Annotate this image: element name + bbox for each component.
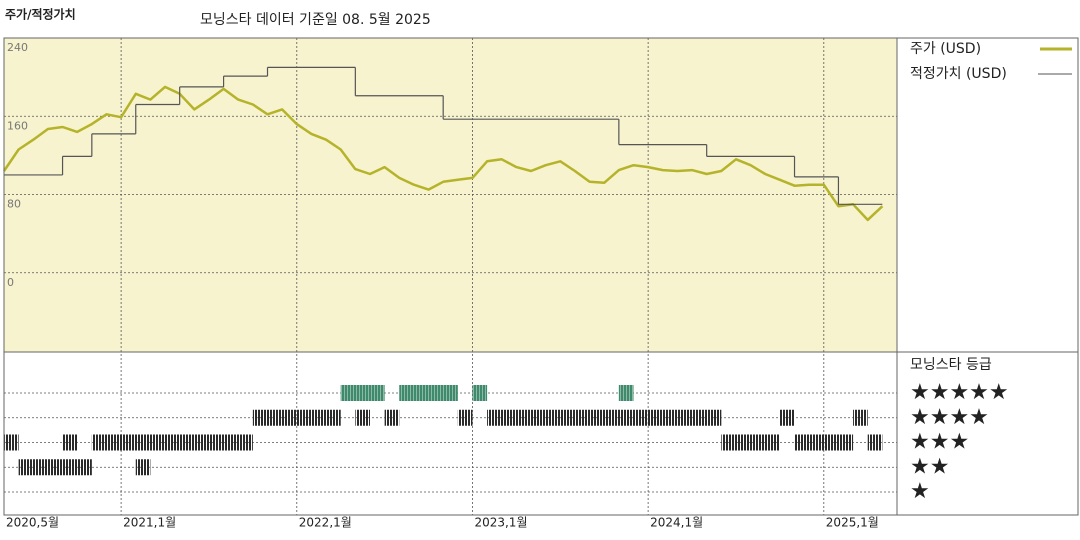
rating-bar	[867, 434, 883, 451]
rating-bar	[472, 385, 488, 401]
x-tick-label: 2024,1월	[650, 516, 703, 530]
rating-bar	[853, 409, 868, 426]
y-tick-label: 80	[7, 198, 21, 211]
rating-bar	[794, 434, 854, 451]
rating-bar	[384, 409, 400, 426]
rating-bar	[340, 385, 385, 401]
rating-bar	[399, 385, 458, 401]
rating-label: ★★★	[910, 430, 969, 455]
rating-label: ★★★★	[910, 405, 989, 430]
legend-label: 적정가치 (USD)	[910, 66, 1007, 82]
chart-subtitle: 모닝스타 데이터 기준일 08. 5월 2025	[200, 12, 431, 28]
rating-label: ★★	[910, 454, 949, 479]
y-tick-label: 160	[7, 119, 28, 132]
legend-label: 주가 (USD)	[910, 41, 981, 57]
rating-bar	[62, 434, 78, 451]
rating-bar	[355, 409, 370, 426]
rating-title: 모닝스타 등급	[910, 357, 992, 373]
rating-bar	[252, 409, 341, 426]
y-tick-label: 240	[7, 41, 28, 54]
rating-label: ★	[910, 479, 930, 504]
rating-bar	[721, 434, 780, 451]
rating-bar	[18, 459, 92, 476]
y-tick-label: 0	[7, 276, 14, 289]
frame	[3, 37, 1079, 516]
chart-title: 주가/적정가치	[5, 7, 76, 22]
x-tick-label: 2020,5월	[6, 516, 59, 530]
x-tick-label: 2022,1월	[299, 516, 352, 530]
price-line	[2, 85, 884, 222]
rating-bar	[4, 434, 19, 451]
rating-bar	[91, 434, 253, 451]
rating-bar	[779, 409, 795, 426]
rating-bar	[487, 409, 722, 426]
x-tick-label: 2021,1월	[123, 516, 176, 530]
rating-bar	[618, 385, 634, 401]
rating-bar	[457, 409, 473, 426]
x-tick-label: 2023,1월	[474, 516, 527, 530]
rating-bar	[135, 459, 151, 476]
rating-label: ★★★★★	[910, 380, 1009, 405]
plot-bg	[4, 38, 897, 352]
x-tick-label: 2025,1월	[826, 516, 879, 530]
